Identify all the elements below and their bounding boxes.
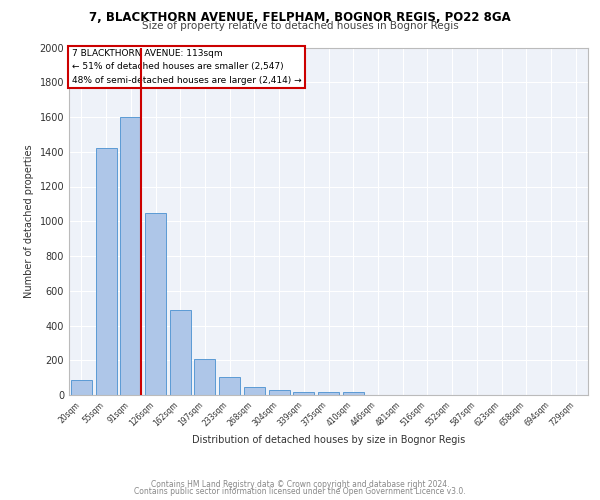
Text: 7 BLACKTHORN AVENUE: 113sqm
← 51% of detached houses are smaller (2,547)
48% of : 7 BLACKTHORN AVENUE: 113sqm ← 51% of det…	[71, 49, 301, 84]
Text: Contains public sector information licensed under the Open Government Licence v3: Contains public sector information licen…	[134, 487, 466, 496]
Bar	[71, 380, 92, 395]
Bar	[343, 392, 364, 395]
Bar	[145, 214, 166, 395]
X-axis label: Distribution of detached houses by size in Bognor Regis: Distribution of detached houses by size …	[192, 435, 465, 445]
Bar	[219, 377, 240, 395]
Bar	[269, 390, 290, 395]
Text: 7, BLACKTHORN AVENUE, FELPHAM, BOGNOR REGIS, PO22 8GA: 7, BLACKTHORN AVENUE, FELPHAM, BOGNOR RE…	[89, 11, 511, 24]
Bar	[95, 148, 116, 395]
Bar	[170, 310, 191, 395]
Bar	[318, 392, 339, 395]
Bar	[244, 387, 265, 395]
Text: Size of property relative to detached houses in Bognor Regis: Size of property relative to detached ho…	[142, 21, 458, 31]
Bar	[293, 392, 314, 395]
Y-axis label: Number of detached properties: Number of detached properties	[24, 144, 34, 298]
Bar	[120, 117, 141, 395]
Bar	[194, 360, 215, 395]
Text: Contains HM Land Registry data © Crown copyright and database right 2024.: Contains HM Land Registry data © Crown c…	[151, 480, 449, 489]
